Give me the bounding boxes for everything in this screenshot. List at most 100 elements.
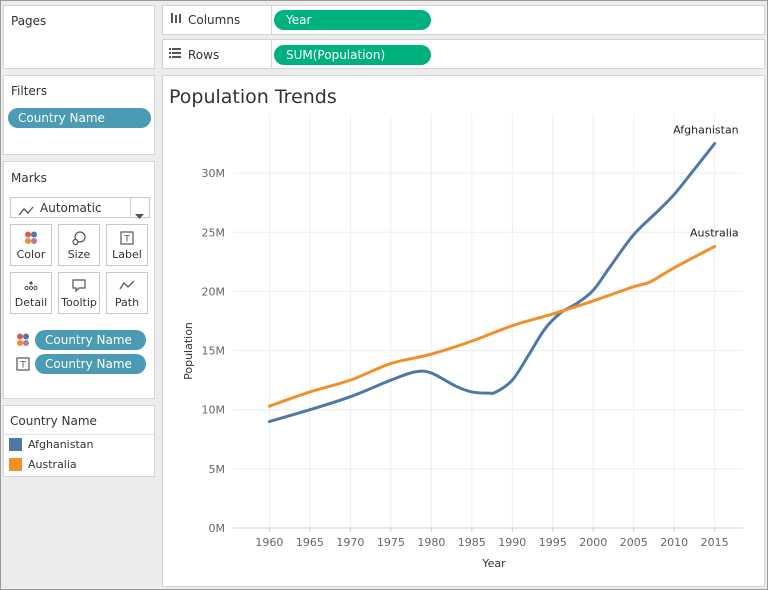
data-point <box>390 362 392 364</box>
x-tick-label: 2015 <box>701 536 729 549</box>
size-card[interactable]: Size <box>58 224 100 266</box>
data-point <box>390 379 392 381</box>
data-point <box>268 420 270 422</box>
legend-title: Country Name <box>10 414 97 428</box>
size-icon <box>59 230 99 246</box>
legend-label: Afghanistan <box>28 438 94 451</box>
y-tick-label: 30M <box>202 167 226 180</box>
chevron-down-icon <box>135 205 144 224</box>
data-point <box>309 409 311 411</box>
data-point <box>309 391 311 393</box>
color-card-label: Color <box>16 248 46 261</box>
data-point <box>511 379 513 381</box>
data-point <box>430 353 432 355</box>
series-end-label: Australia <box>690 226 739 239</box>
data-point <box>713 245 715 247</box>
data-point <box>495 391 497 393</box>
data-point <box>454 385 456 387</box>
x-tick-label: 1960 <box>255 536 283 549</box>
y-tick-label: 15M <box>202 345 226 358</box>
data-point <box>349 379 351 381</box>
data-point <box>592 289 594 291</box>
columns-shelf[interactable]: Columns Year <box>162 5 765 35</box>
rows-icon <box>169 47 181 62</box>
y-axis-title: Population <box>182 322 195 380</box>
line-mark-icon <box>18 202 34 221</box>
x-tick-label: 1995 <box>539 536 567 549</box>
detail-card-label: Detail <box>14 296 48 309</box>
y-tick-label: 20M <box>202 285 226 298</box>
tooltip-card-label: Tooltip <box>61 296 97 309</box>
label-card[interactable]: T Label <box>106 224 148 266</box>
x-tick-label: 2005 <box>620 536 648 549</box>
tooltip-icon <box>59 278 99 294</box>
shelf-divider <box>271 40 272 68</box>
mark-type-dropdown[interactable]: Automatic <box>10 197 150 221</box>
data-point <box>649 281 651 283</box>
label-icon: T <box>15 356 31 376</box>
data-point <box>657 210 659 212</box>
year-pill[interactable]: Year <box>274 10 431 30</box>
path-card-label: Path <box>114 296 140 309</box>
tooltip-card[interactable]: Tooltip <box>58 272 100 314</box>
population-pill[interactable]: SUM(Population) <box>274 45 431 65</box>
label-encoding-pill[interactable]: Country Name <box>35 354 146 374</box>
data-point <box>471 391 473 393</box>
data-point <box>633 285 635 287</box>
data-point <box>511 325 513 327</box>
series-line-afghanistan <box>267 142 717 424</box>
pages-title: Pages <box>11 14 47 28</box>
rows-shelf[interactable]: Rows SUM(Population) <box>162 39 765 69</box>
data-point <box>471 340 473 342</box>
path-icon <box>107 278 147 294</box>
path-card[interactable]: Path <box>106 272 148 314</box>
line-chart: 1960 1965 1970 1975 1980 1985 1990 1995 2000 2005… <box>182 114 743 570</box>
x-tick-label: 1985 <box>458 536 486 549</box>
filters-title: Filters <box>11 84 47 98</box>
svg-text:T: T <box>19 361 26 371</box>
detail-card[interactable]: Detail <box>10 272 52 314</box>
y-tick-label: 25M <box>202 226 226 239</box>
x-tick-label: 1975 <box>377 536 405 549</box>
chart-panel: Population Trends 1960 1965 1970 1975 1980 19… <box>162 75 765 587</box>
x-tick-label: 2010 <box>660 536 688 549</box>
data-point <box>608 267 610 269</box>
x-axis-title: Year <box>481 557 506 570</box>
shelf-divider <box>271 6 272 34</box>
label-icon: T <box>107 230 147 246</box>
y-tick-label: 10M <box>202 404 226 417</box>
label-card-label: Label <box>112 248 142 261</box>
y-tick-label: 0M <box>209 522 226 535</box>
dropdown-divider <box>130 198 131 217</box>
detail-icon <box>11 278 51 294</box>
data-point <box>713 142 715 144</box>
marks-panel: Marks Automatic Color Size <box>3 161 155 399</box>
color-encoding-pill[interactable]: Country Name <box>35 330 146 350</box>
x-tick-label: 2000 <box>579 536 607 549</box>
data-point <box>689 173 691 175</box>
legend-swatch <box>9 458 22 471</box>
svg-text:T: T <box>123 235 130 245</box>
legend-swatch <box>9 438 22 451</box>
legend-panel: Country Name Afghanistan Australia <box>3 405 155 477</box>
mark-type-label: Automatic <box>40 201 102 215</box>
data-point <box>487 392 489 394</box>
rows-label: Rows <box>188 48 220 62</box>
columns-label: Columns <box>188 13 241 27</box>
columns-icon <box>170 12 182 27</box>
marks-title: Marks <box>11 171 47 185</box>
data-point <box>527 354 529 356</box>
x-tick-label: 1980 <box>417 536 445 549</box>
data-point <box>552 313 554 315</box>
filters-panel: Filters Country Name <box>3 75 155 155</box>
data-point <box>349 396 351 398</box>
size-card-label: Size <box>67 248 91 261</box>
data-point <box>673 267 675 269</box>
data-point <box>414 371 416 373</box>
data-point <box>633 233 635 235</box>
data-point <box>592 300 594 302</box>
legend-label: Australia <box>28 458 77 471</box>
filter-country-name-pill[interactable]: Country Name <box>8 108 151 128</box>
color-card[interactable]: Color <box>10 224 52 266</box>
